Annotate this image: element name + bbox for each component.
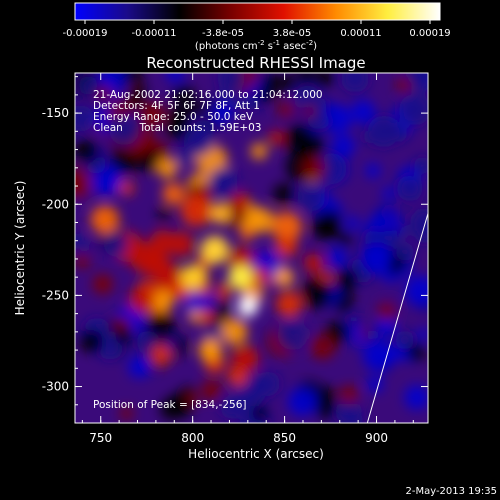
peak-position-label: Position of Peak = [834,-256] (93, 399, 247, 411)
colorbar-tick-label: -0.00019 (63, 28, 108, 39)
info-line-time: 21-Aug-2002 21:02:16.000 to 21:04:12.000 (93, 89, 323, 101)
colorbar: -0.00019 -0.00011 -3.8e-05 3.8e-05 0.00011 0.… (63, 2, 451, 52)
colorbar-unit-label: (photons cm-2 s-1 asec-2) (195, 39, 317, 52)
x-tick-label: 750 (89, 431, 112, 445)
info-line-detectors: Detectors: 4F 5F 6F 7F 8F, Att 1 (93, 100, 260, 112)
info-block: 21-Aug-2002 21:02:16.000 to 21:04:12.000… (93, 89, 323, 134)
colorbar-gradient (74, 2, 441, 21)
x-tick-label: 800 (181, 431, 204, 445)
y-tick-label: -200 (42, 197, 69, 211)
colorbar-tick-label: 3.8e-05 (273, 28, 311, 39)
info-line-counts: Clean Total counts: 1.59E+03 (93, 122, 262, 134)
y-tick-label: -150 (42, 106, 69, 120)
heatmap-image (75, 73, 428, 423)
y-axis: -300 -250 -200 -150 (42, 76, 428, 424)
x-axis-label: Heliocentric X (arcsec) (188, 447, 324, 461)
colorbar-tick-label: -0.00011 (132, 28, 177, 39)
x-tick-label: 900 (365, 431, 388, 445)
colorbar-tick-label: -3.8e-05 (202, 28, 244, 39)
limb-line (366, 213, 428, 423)
x-tick-label: 850 (273, 431, 296, 445)
colorbar-ticks: -0.00019 -0.00011 -3.8e-05 3.8e-05 0.00011 0.… (63, 20, 451, 39)
y-tick-label: -300 (42, 380, 69, 394)
footer-date: 2-May-2013 19:35 (405, 486, 497, 497)
colorbar-tick-label: 0.00011 (340, 28, 381, 39)
plot-title: Reconstructed RHESSI Image (146, 54, 365, 72)
y-tick-label: -250 (42, 288, 69, 302)
colorbar-tick-label: 0.00019 (409, 28, 450, 39)
info-line-energy: Energy Range: 25.0 - 50.0 keV (93, 111, 254, 123)
y-axis-label: Heliocentric Y (arcsec) (13, 181, 27, 316)
x-axis: 750 800 850 900 (81, 73, 414, 445)
plot-frame (74, 72, 429, 424)
